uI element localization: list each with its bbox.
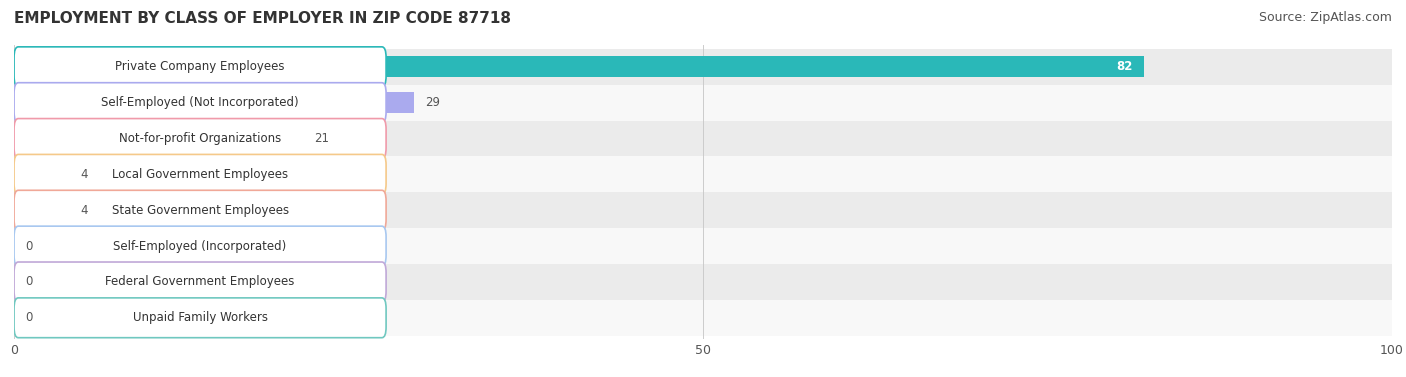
FancyBboxPatch shape — [14, 226, 387, 266]
FancyBboxPatch shape — [14, 298, 387, 338]
Bar — [14, 128, 304, 149]
Text: 0: 0 — [25, 239, 32, 253]
Bar — [14, 300, 1392, 336]
Text: Local Government Employees: Local Government Employees — [112, 168, 288, 181]
FancyBboxPatch shape — [14, 262, 387, 302]
Bar — [14, 200, 69, 221]
FancyBboxPatch shape — [14, 83, 387, 123]
FancyBboxPatch shape — [14, 190, 387, 230]
Bar — [14, 56, 1144, 77]
Text: 21: 21 — [315, 132, 329, 145]
Text: Self-Employed (Not Incorporated): Self-Employed (Not Incorporated) — [101, 96, 299, 109]
Text: Source: ZipAtlas.com: Source: ZipAtlas.com — [1258, 11, 1392, 24]
Text: Private Company Employees: Private Company Employees — [115, 60, 285, 73]
FancyBboxPatch shape — [14, 155, 387, 194]
Bar — [14, 92, 413, 113]
Bar — [14, 164, 69, 185]
Bar — [14, 192, 1392, 228]
Text: Federal Government Employees: Federal Government Employees — [105, 276, 295, 288]
Text: State Government Employees: State Government Employees — [111, 204, 288, 217]
FancyBboxPatch shape — [14, 119, 387, 158]
Text: 0: 0 — [25, 311, 32, 324]
Text: 4: 4 — [80, 204, 87, 217]
Text: Self-Employed (Incorporated): Self-Employed (Incorporated) — [114, 239, 287, 253]
Bar — [14, 264, 1392, 300]
Text: Not-for-profit Organizations: Not-for-profit Organizations — [120, 132, 281, 145]
Text: 0: 0 — [25, 276, 32, 288]
Text: Unpaid Family Workers: Unpaid Family Workers — [132, 311, 267, 324]
Text: 29: 29 — [425, 96, 440, 109]
Bar — [14, 49, 1392, 85]
Text: 82: 82 — [1116, 60, 1133, 73]
Bar — [14, 156, 1392, 192]
Text: EMPLOYMENT BY CLASS OF EMPLOYER IN ZIP CODE 87718: EMPLOYMENT BY CLASS OF EMPLOYER IN ZIP C… — [14, 11, 510, 26]
Text: 4: 4 — [80, 168, 87, 181]
Bar — [14, 121, 1392, 156]
FancyBboxPatch shape — [14, 47, 387, 87]
Bar — [14, 228, 1392, 264]
Bar — [14, 85, 1392, 121]
